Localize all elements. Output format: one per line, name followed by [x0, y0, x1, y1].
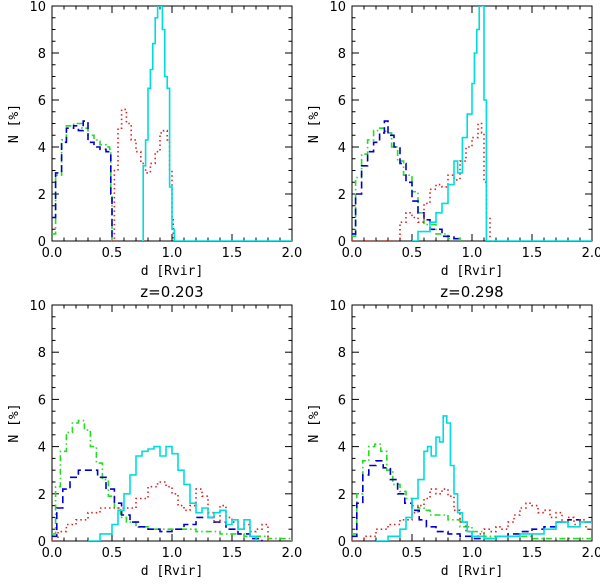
y-tick-label: 4 [338, 141, 346, 156]
y-tick-label: 8 [38, 47, 46, 62]
x-tick-label: 1.5 [522, 546, 543, 561]
x-tick-label: 0.0 [342, 546, 363, 561]
series-line-blue [352, 120, 461, 241]
y-tick-label: 6 [338, 94, 346, 109]
y-tick-label: 6 [38, 393, 46, 408]
y-tick-label: 0 [38, 535, 46, 550]
y-tick-label: 6 [338, 393, 346, 408]
chart-panel-1: 0.0 0.5 1.0 1.5 2.0 0 2 4 6 8 10 d [Rvir] N [%] [7, 0, 302, 279]
x-tick-label: 2.0 [282, 546, 303, 561]
chart-panel-2: 0.0 0.5 1.0 1.5 2.0 0 2 4 6 8 10 d [Rvir] N [%] [307, 0, 600, 279]
x-tick-label: 2.0 [582, 246, 600, 261]
y-tick-label: 2 [38, 488, 46, 503]
y-tick-label: 10 [329, 299, 346, 314]
y-tick-label: 10 [329, 0, 346, 15]
series-line-cyan [142, 6, 292, 241]
x-tick-label: 2.0 [282, 246, 303, 261]
panel-title: z=0.298 [440, 283, 503, 301]
x-tick-label: 0.5 [102, 246, 123, 261]
x-tick-label: 1.5 [522, 246, 543, 261]
x-tick-label: 0.5 [102, 546, 123, 561]
y-tick-label: 8 [338, 346, 346, 361]
series-line-green [52, 419, 292, 541]
chart-panel-3: 0.0 0.5 1.0 1.5 2.0 0 2 4 6 8 10 d [Rvir] N [%] z=0.2… [7, 283, 302, 579]
series-line-cyan [376, 415, 592, 541]
x-tick-label: 1.0 [462, 546, 483, 561]
chart-panel-4: 0.0 0.5 1.0 1.5 2.0 0 2 4 6 8 10 d [Rvir] N [%] z=0.2… [307, 283, 600, 579]
x-tick-label: 1.5 [222, 246, 243, 261]
y-tick-label: 8 [38, 346, 46, 361]
y-axis-label: N [%] [7, 403, 22, 442]
x-tick-label: 0.0 [342, 246, 363, 261]
series-line-blue [52, 469, 263, 541]
x-tick-label: 1.0 [162, 246, 183, 261]
x-axis-label: d [Rvir] [441, 264, 504, 279]
series-line-green [52, 122, 113, 241]
x-tick-label: 0.0 [42, 246, 63, 261]
series-line-blue [52, 120, 113, 241]
x-tick-label: 1.5 [222, 546, 243, 561]
y-tick-label: 6 [38, 94, 46, 109]
y-tick-label: 8 [338, 47, 346, 62]
x-tick-label: 0.5 [402, 246, 423, 261]
y-axis-label: N [%] [307, 104, 322, 143]
x-tick-label: 1.0 [462, 246, 483, 261]
y-tick-label: 0 [38, 235, 46, 250]
y-tick-label: 0 [338, 535, 346, 550]
plot-frame [351, 5, 593, 242]
x-tick-label: 1.0 [162, 546, 183, 561]
x-tick-label: 0.0 [42, 546, 63, 561]
series-line-blue [352, 460, 592, 540]
y-axis-label: N [%] [307, 403, 322, 442]
y-tick-label: 2 [338, 188, 346, 203]
series-line-cyan [88, 445, 257, 541]
y-axis-label: N [%] [7, 104, 22, 143]
series-line-green [352, 127, 461, 241]
y-tick-label: 0 [338, 235, 346, 250]
y-tick-label: 2 [338, 488, 346, 503]
x-tick-label: 2.0 [582, 546, 600, 561]
y-tick-label: 2 [38, 188, 46, 203]
plot-frame [351, 304, 593, 542]
series-line-red [352, 122, 491, 241]
plot-frame [51, 304, 293, 542]
x-axis-label: d [Rvir] [141, 564, 204, 579]
x-axis-label: d [Rvir] [441, 564, 504, 579]
y-tick-label: 4 [338, 441, 346, 456]
x-tick-label: 0.5 [402, 546, 423, 561]
panel-title: z=0.203 [140, 283, 203, 301]
y-tick-label: 10 [29, 0, 46, 15]
series-line-red [352, 488, 592, 541]
x-axis-label: d [Rvir] [141, 264, 204, 279]
y-tick-label: 4 [38, 441, 46, 456]
y-tick-label: 10 [29, 299, 46, 314]
series-line-cyan [412, 6, 592, 241]
y-tick-label: 4 [38, 141, 46, 156]
